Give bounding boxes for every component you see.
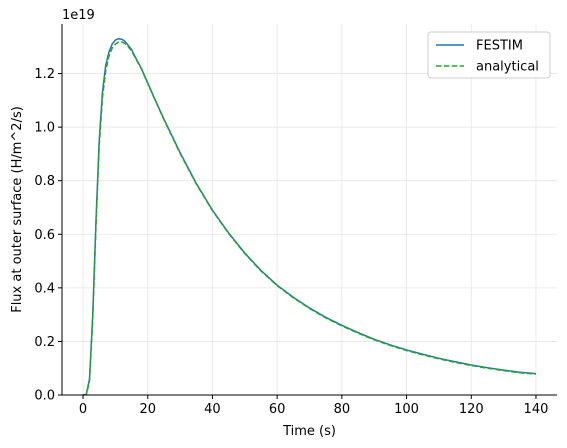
x-tick-label: 40: [204, 402, 221, 417]
x-tick-label: 140: [524, 402, 549, 417]
y-tick-label: 0.2: [34, 335, 55, 350]
series-line-analytical: [82, 41, 537, 396]
x-axis-label: Time (s): [282, 424, 336, 439]
y-axis-label: Flux at outer surface (H/m^2/s): [10, 106, 25, 313]
x-tick-label: 80: [334, 402, 351, 417]
x-tick-label: 100: [394, 402, 419, 417]
x-ticks: 0 20 40 60 80 100 120 140: [79, 395, 548, 417]
x-tick-label: 60: [269, 402, 286, 417]
y-tick-label: 0.0: [34, 389, 55, 404]
legend-box: [427, 31, 551, 79]
axes: [61, 24, 557, 396]
legend: FESTIM analytical: [427, 31, 551, 79]
y-ticks: 0.0 0.2 0.4 0.6 0.8 1.0 1.2: [34, 67, 62, 404]
y-tick-label: 1.2: [34, 67, 55, 82]
y-offset-text: 1e19: [62, 8, 95, 23]
y-tick-label: 0.6: [34, 228, 55, 243]
grid: [62, 24, 557, 396]
series-layer: [82, 37, 537, 396]
legend-label: analytical: [476, 60, 539, 75]
legend-label: FESTIM: [476, 39, 523, 54]
y-tick-label: 1.0: [34, 121, 55, 136]
x-tick-label: 20: [139, 402, 156, 417]
x-tick-label: 120: [459, 402, 484, 417]
y-tick-label: 0.4: [34, 281, 55, 296]
y-tick-label: 0.8: [34, 174, 55, 189]
x-tick-label: 0: [79, 402, 87, 417]
